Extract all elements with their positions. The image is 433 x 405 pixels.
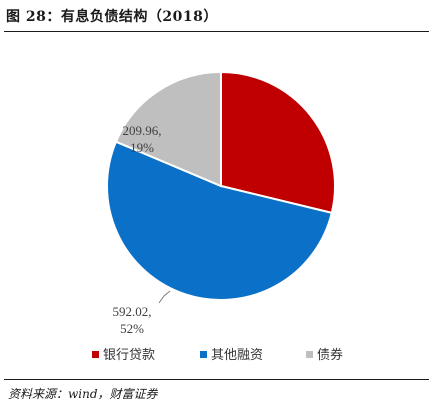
figure-title: 图 28：有息负债结构（2018）	[6, 9, 218, 25]
legend-swatch-other-financing	[200, 351, 207, 358]
legend-swatch-bank-loans	[92, 351, 99, 358]
legend-label-bank-loans: 银行贷款	[103, 348, 155, 363]
pie-slice-bonds	[114, 70, 222, 188]
data-label-bank-loans: 324.15, 29%	[253, 147, 292, 179]
legend-label-bonds: 债券	[317, 347, 343, 363]
legend-label-other-financing: 其他融资	[211, 348, 263, 363]
pie-labels: 324.15, 29% 592.02, 52% 209.96, 19%	[113, 123, 292, 336]
source-rule	[4, 379, 429, 380]
pie-slices	[106, 70, 336, 301]
leader-line-other-financing	[158, 290, 171, 304]
source-note: 资料来源：wind，财富证券	[8, 387, 158, 401]
data-label-bonds: 209.96, 19%	[123, 123, 162, 155]
pie-slice-other-financing	[106, 140, 334, 301]
pie-slice-bank-loans	[220, 70, 336, 215]
data-label-other-financing: 592.02, 52%	[113, 304, 152, 336]
legend-swatch-bonds	[306, 351, 313, 358]
chart-legend: 银行贷款 其他融资 债券	[92, 347, 343, 363]
title-rule	[4, 31, 429, 32]
